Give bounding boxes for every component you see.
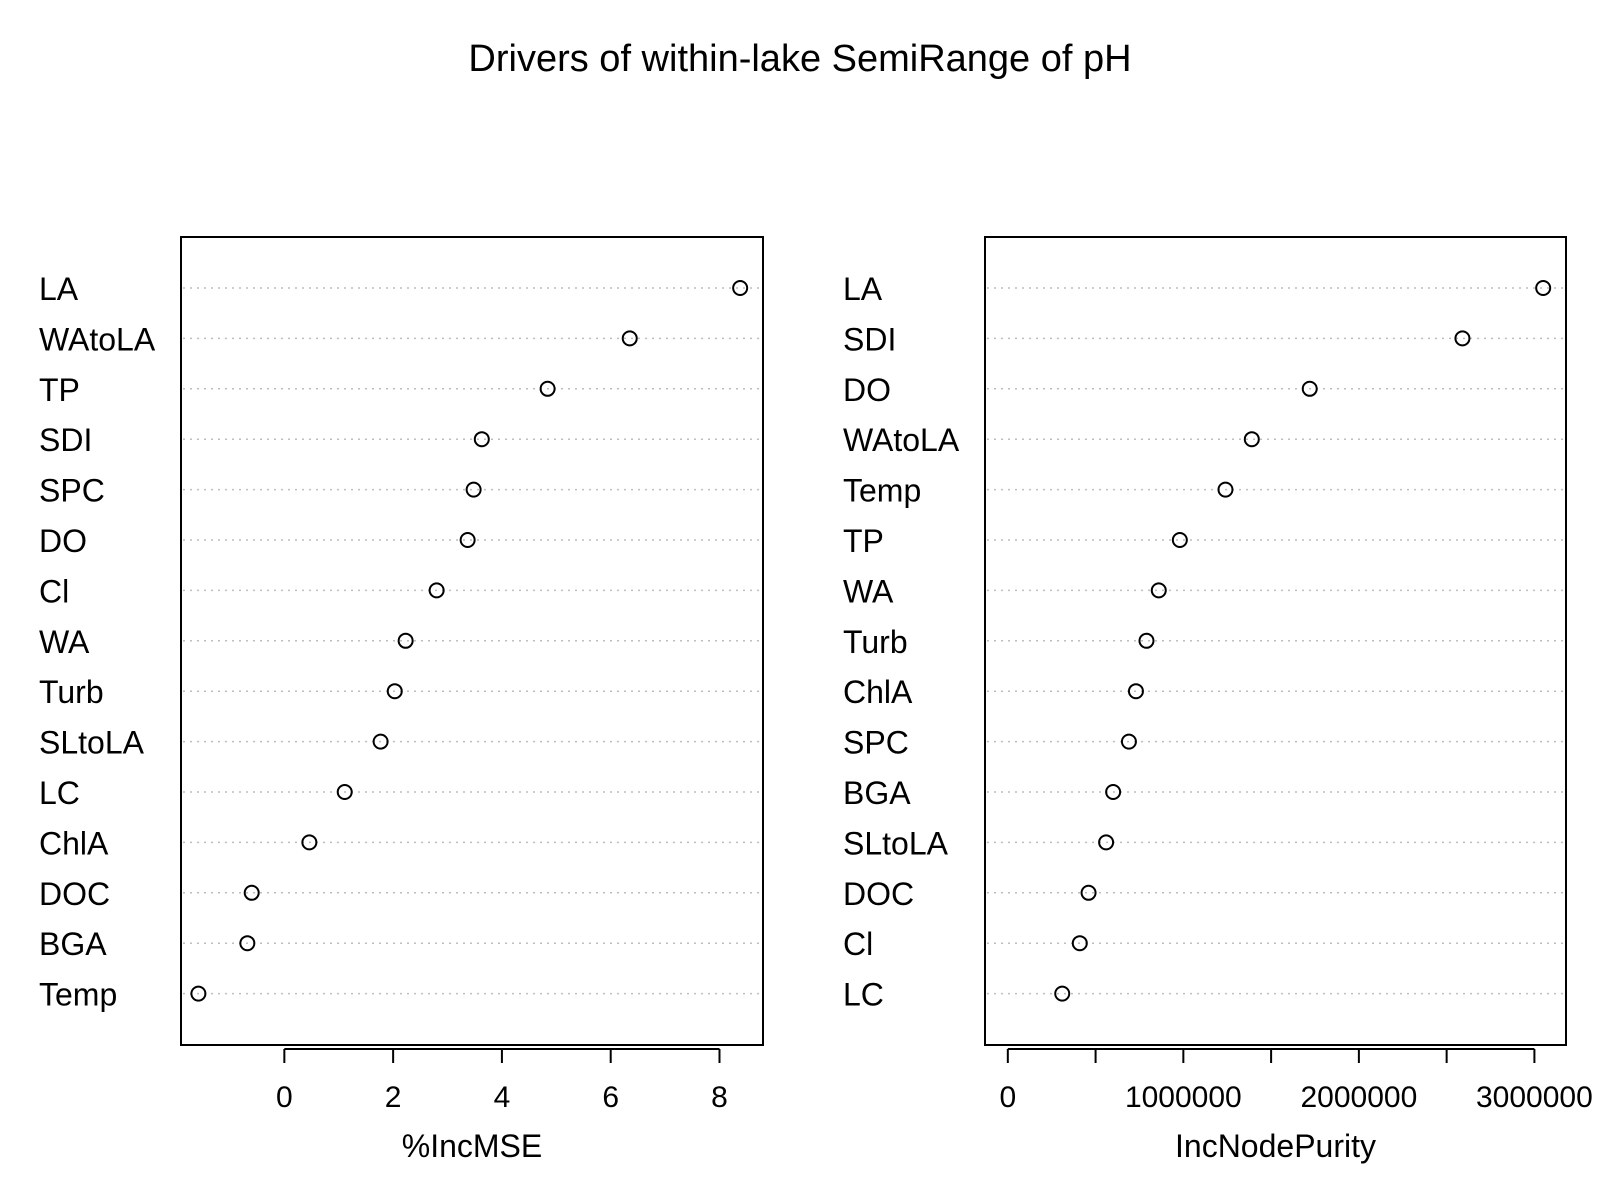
x-tick-label: 4 bbox=[494, 1081, 511, 1114]
x-axis-label: IncNodePurity bbox=[1175, 1128, 1376, 1164]
data-point bbox=[1535, 280, 1552, 296]
category-label: SPC bbox=[39, 473, 105, 509]
x-tick-label: 2 bbox=[385, 1081, 402, 1114]
data-point bbox=[465, 481, 482, 498]
category-label: Cl bbox=[843, 926, 873, 962]
category-label: BGA bbox=[39, 926, 107, 962]
category-label: WAtoLA bbox=[843, 422, 960, 458]
data-point bbox=[732, 280, 749, 296]
data-point bbox=[336, 784, 353, 800]
x-axis-label: %IncMSE bbox=[402, 1128, 542, 1164]
data-point bbox=[1150, 582, 1167, 599]
panel-incmse: LA WAtoLA TP SDI SPC DO Cl WA Turb SLtoLA LC ChlA DO… bbox=[39, 236, 764, 1164]
data-point bbox=[1127, 683, 1144, 700]
category-label: SDI bbox=[39, 422, 92, 458]
data-point bbox=[459, 532, 476, 548]
data-point bbox=[190, 985, 207, 1002]
category-label: ChlA bbox=[843, 674, 913, 710]
category-label: DO bbox=[843, 372, 891, 408]
data-point bbox=[621, 330, 638, 347]
x-tick-label: 2000000 bbox=[1300, 1081, 1417, 1114]
data-point bbox=[239, 935, 256, 952]
category-label: TP bbox=[39, 372, 80, 408]
plot-frame bbox=[984, 236, 1567, 1046]
data-point bbox=[243, 884, 260, 901]
panel-incnodepurity: LA SDI DO WAtoLA Temp TP WA Turb ChlA SPC BGA SLtoL… bbox=[843, 236, 1593, 1164]
x-tick-label: 6 bbox=[602, 1081, 619, 1114]
data-point bbox=[428, 582, 445, 599]
x-tick-label: 1000000 bbox=[1125, 1081, 1242, 1114]
category-label: LC bbox=[843, 977, 884, 1013]
data-point bbox=[1301, 380, 1318, 397]
category-label: DOC bbox=[39, 876, 110, 912]
category-label: WA bbox=[39, 624, 90, 660]
chart-title: Drivers of within-lake SemiRange of pH bbox=[468, 38, 1131, 80]
category-label: SDI bbox=[843, 321, 896, 357]
category-label: LC bbox=[39, 775, 80, 811]
category-label: ChlA bbox=[39, 825, 109, 861]
data-point bbox=[1054, 985, 1071, 1002]
category-label: LA bbox=[843, 271, 883, 307]
category-label: DOC bbox=[843, 876, 914, 912]
data-point bbox=[1171, 532, 1188, 548]
data-point bbox=[397, 632, 414, 649]
category-label: Temp bbox=[39, 977, 117, 1013]
category-label: WA bbox=[843, 573, 894, 609]
category-label: SPC bbox=[843, 725, 909, 761]
category-label: DO bbox=[39, 523, 87, 559]
x-tick-label: 3000000 bbox=[1476, 1081, 1593, 1114]
category-label: SLtoLA bbox=[39, 725, 145, 761]
data-point bbox=[372, 733, 389, 750]
x-tick-label: 8 bbox=[711, 1081, 728, 1114]
data-point bbox=[1080, 884, 1097, 901]
data-point bbox=[1071, 935, 1088, 952]
data-point bbox=[1105, 784, 1122, 800]
category-label: TP bbox=[843, 523, 884, 559]
data-point bbox=[539, 380, 556, 397]
x-tick-label: 0 bbox=[999, 1081, 1016, 1114]
category-label: LA bbox=[39, 271, 79, 307]
category-label: Temp bbox=[843, 473, 921, 509]
category-label: Turb bbox=[39, 674, 104, 710]
data-point bbox=[1098, 834, 1115, 851]
data-point bbox=[1120, 733, 1137, 750]
category-label: Turb bbox=[843, 624, 908, 660]
category-label: WAtoLA bbox=[39, 321, 156, 357]
data-point bbox=[1138, 632, 1155, 649]
data-point bbox=[473, 431, 490, 448]
category-label: BGA bbox=[843, 775, 911, 811]
data-point bbox=[1217, 481, 1234, 498]
category-label: Cl bbox=[39, 573, 69, 609]
data-point bbox=[386, 683, 403, 700]
category-label: SLtoLA bbox=[843, 825, 949, 861]
plot-frame bbox=[180, 236, 764, 1046]
data-point bbox=[1454, 330, 1471, 347]
x-tick-label: 0 bbox=[276, 1081, 293, 1114]
data-point bbox=[301, 834, 318, 851]
data-point bbox=[1243, 431, 1260, 448]
